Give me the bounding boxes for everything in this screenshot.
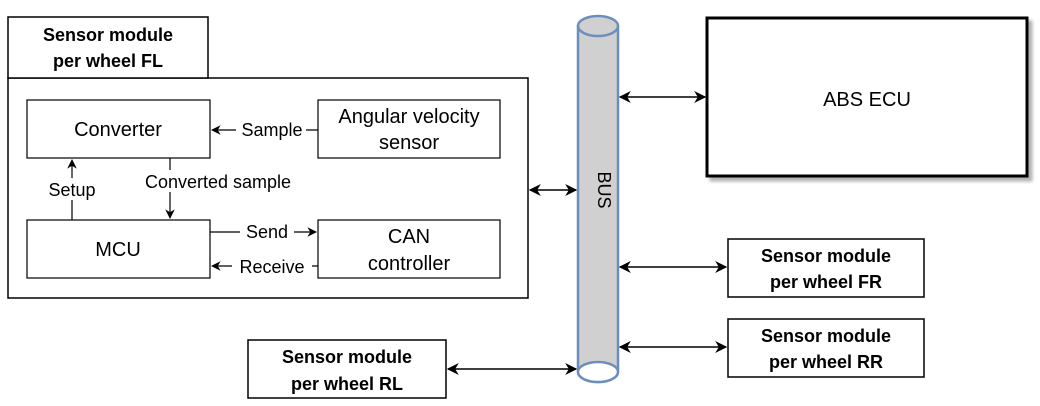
can-controller-box [317, 219, 501, 279]
abs-ecu-box [705, 16, 1029, 178]
mcu-box [26, 219, 211, 279]
sample-label: Sample [241, 120, 302, 140]
bus-cylinder: BUS [576, 14, 620, 384]
module-fl-title-box [7, 16, 209, 79]
module-fr-box [727, 238, 925, 298]
bus-bottom-end [576, 360, 620, 384]
setup-label: Setup [48, 180, 95, 200]
converter-box [26, 99, 211, 159]
module-fl-title-line1: Sensor module [43, 25, 173, 45]
module-rl-box [247, 339, 447, 399]
converter-label: Converter [74, 119, 162, 141]
can-line1: CAN [388, 226, 430, 248]
converted-sample-label-bg [128, 170, 308, 192]
can-line2: controller [368, 253, 451, 275]
module-fr-line1: Sensor module [761, 246, 891, 266]
sample-label-bg [236, 118, 306, 140]
module-rr-line1: Sensor module [761, 326, 891, 346]
abs-ecu-label: ABS ECU [823, 89, 911, 111]
setup-label-bg [44, 178, 100, 200]
converted-sample-label: Converted sample [145, 172, 291, 192]
module-rl-line1: Sensor module [282, 347, 412, 367]
angular-sensor-line2: sensor [379, 132, 439, 154]
angular-velocity-sensor-box [317, 99, 501, 159]
bus-label: BUS [594, 171, 614, 208]
module-fr-line2: per wheel FR [770, 272, 882, 292]
module-rr-box [727, 318, 925, 378]
receive-label: Receive [239, 257, 304, 277]
send-label-bg [240, 222, 294, 242]
angular-sensor-line1: Angular velocity [338, 106, 479, 128]
module-rr-line2: per wheel RR [769, 352, 883, 372]
bus-top [576, 14, 620, 38]
module-rl-line2: per wheel RL [291, 374, 403, 394]
module-fl-title-line2: per wheel FL [53, 51, 163, 71]
send-label: Send [246, 222, 288, 242]
receive-label-bg [232, 256, 312, 276]
mcu-label: MCU [95, 239, 141, 261]
